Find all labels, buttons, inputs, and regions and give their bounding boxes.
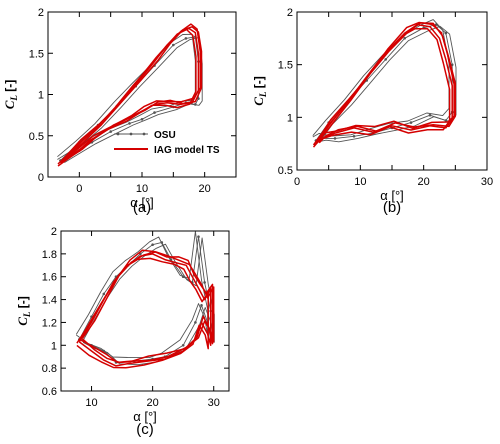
x-axis-label: α [°]	[380, 188, 404, 203]
plot-frame	[296, 11, 488, 171]
y-tick-label: 2	[38, 7, 44, 19]
data-point-osu	[194, 321, 197, 324]
panel-caption: (b)	[383, 199, 401, 216]
y-tick-label: 1	[287, 112, 293, 124]
data-point-osu	[333, 137, 337, 140]
legend-marker-osu	[142, 132, 146, 136]
series-iag	[315, 23, 453, 145]
data-point-osu	[181, 344, 185, 347]
y-tick-label: 1.8	[42, 249, 57, 261]
legend-marker-osu	[116, 132, 120, 136]
data-point-osu	[102, 292, 106, 296]
y-tick-label: 0.8	[42, 363, 57, 375]
series-iag	[59, 27, 200, 164]
y-axis-label: CL [-]	[2, 80, 19, 110]
legend-marker-osu	[129, 132, 133, 136]
x-tick-label: 20	[199, 183, 211, 195]
series-iag-cycle-3	[61, 23, 202, 163]
x-axis-label: α [°]	[130, 195, 154, 210]
y-tick-label: 1.6	[42, 272, 57, 284]
x-tick-label: 10	[136, 183, 148, 195]
y-tick-label: 0	[38, 172, 44, 184]
y-tick-label: 0.6	[42, 386, 57, 398]
y-tick-label: 1.2	[42, 317, 57, 329]
y-tick-label: 2	[287, 7, 293, 19]
data-point-osu	[403, 37, 407, 40]
y-tick-label: 1.4	[42, 295, 57, 307]
y-tick-label: 1.5	[278, 60, 293, 72]
data-point-osu	[409, 121, 413, 124]
y-tick-label: 0.5	[29, 131, 44, 143]
legend-label-osu: OSU	[154, 130, 176, 141]
data-point-osu	[444, 119, 448, 122]
legend: OSU IAG model TS	[114, 130, 220, 156]
series-osu-cycle-1	[75, 230, 209, 359]
data-point-osu	[197, 235, 200, 238]
data-point-osu	[200, 304, 203, 307]
plot-frame	[60, 230, 230, 392]
chart-b: 0 10 20 30 0.5 1 1.5 2 α [°] CL [-] (b)	[251, 7, 493, 216]
y-tick-label: 0.5	[278, 165, 293, 177]
data-point-osu	[184, 37, 188, 40]
series-iag-cycle-3	[317, 21, 455, 141]
series-iag-cycle-2	[57, 28, 197, 167]
data-point-osu	[435, 23, 438, 26]
x-tick-label: 10	[354, 176, 366, 188]
x-tick-label: 20	[418, 176, 430, 188]
chart-c: 10 20 30 0.6 0.8 1 1.2 1.4 1.6 1.8 2 α [°] CL [-] (c)	[15, 226, 230, 438]
chart-a: 0 10 20 0 0.5 1 1.5 2 α [°] CL [-] (a) OSU IAG model…	[2, 7, 237, 216]
x-tick-label: 20	[147, 397, 159, 409]
y-axis-label: CL [-]	[15, 296, 32, 326]
legend-label-iag: IAG model TS	[154, 145, 220, 156]
data-point-osu	[384, 58, 388, 61]
data-point-osu	[128, 122, 131, 125]
series-osu-cycle-2	[63, 37, 203, 163]
data-point-osu	[160, 241, 164, 244]
x-tick-label: 30	[208, 397, 220, 409]
data-point-osu	[450, 63, 454, 66]
x-tick-label: 10	[85, 397, 97, 409]
data-point-osu	[444, 31, 448, 35]
series-iag-cycle-2	[76, 257, 209, 369]
data-point-osu	[172, 43, 175, 47]
x-tick-label: 0	[76, 183, 82, 195]
x-tick-label: 30	[481, 176, 493, 188]
x-axis-label: α [°]	[133, 409, 157, 424]
series-iag-cycle-1	[318, 22, 457, 144]
y-tick-label: 1	[38, 90, 44, 102]
data-point-osu	[352, 135, 356, 138]
data-point-osu	[151, 243, 154, 246]
data-point-osu	[181, 275, 185, 279]
data-point-osu	[153, 111, 156, 114]
data-point-osu	[194, 103, 197, 106]
data-point-osu	[428, 113, 432, 117]
data-point-osu	[203, 281, 206, 284]
panel-caption: (a)	[133, 199, 151, 216]
panel-caption: (c)	[136, 421, 154, 438]
y-tick-label: 2	[51, 226, 57, 238]
x-tick-label: 0	[294, 176, 300, 188]
series-iag-cycle-2	[312, 28, 451, 148]
series-iag-cycle-3	[80, 249, 214, 364]
y-tick-label: 1	[51, 340, 57, 352]
data-point-osu	[140, 118, 144, 121]
data-point-osu	[169, 258, 173, 261]
data-point-osu	[109, 130, 112, 133]
y-axis-label: CL [-]	[251, 76, 268, 106]
y-tick-label: 1.5	[29, 48, 44, 60]
